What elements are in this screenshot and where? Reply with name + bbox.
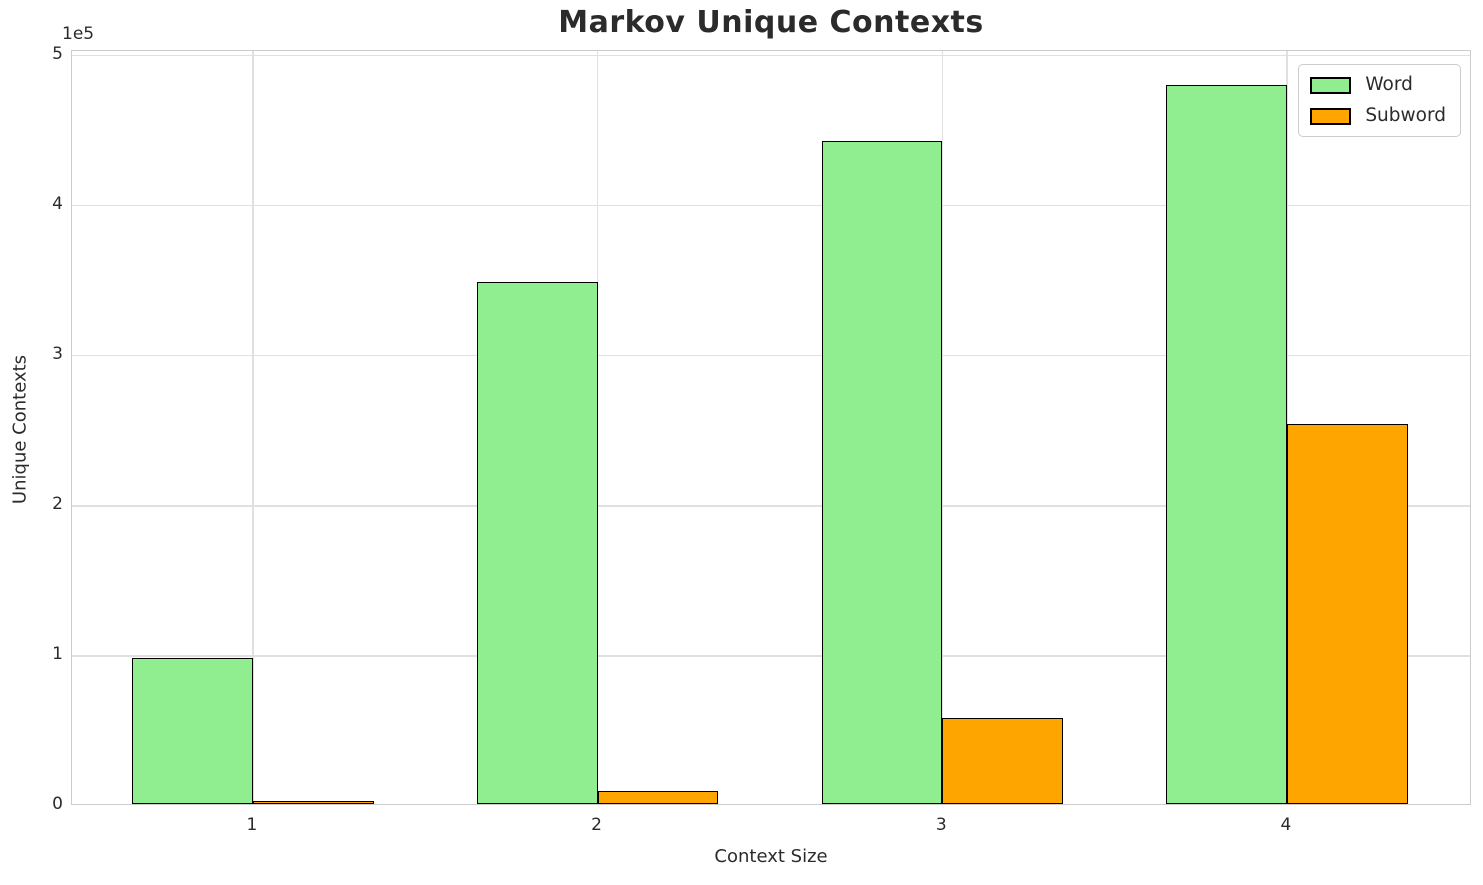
bar-word-4 [1166,85,1287,804]
bar-word-3 [821,140,943,804]
legend-entry-subword: Subword [1310,105,1446,127]
bar-subword-1 [252,801,374,804]
horizontal-gridline [72,505,1470,507]
legend-label-subword: Subword [1365,105,1446,127]
y-tick-label: 4 [52,193,63,214]
bar-subword-4 [1286,424,1408,804]
vertical-gridline [596,51,599,804]
y-axis-offset-label: 1e5 [62,24,95,44]
legend-entry-word: Word [1310,74,1446,96]
vertical-gridline [941,51,943,804]
chart-title: Markov Unique Contexts [558,5,984,40]
y-tick-label: 1 [52,643,63,664]
y-tick-label: 3 [52,343,63,364]
x-axis-label: Context Size [714,846,828,867]
bar-subword-2 [597,791,719,804]
x-tick-label: 3 [935,815,947,835]
vertical-gridline [252,51,254,804]
y-tick-label: 2 [52,493,63,514]
y-axis-label: Unique Contexts [9,354,31,505]
bar-word-1 [132,658,253,804]
horizontal-gridline [72,204,1470,207]
word-series-swatch-icon [1310,76,1352,94]
subword-series-swatch-icon [1310,107,1352,125]
x-tick-label: 4 [1280,815,1292,835]
y-tick-label: 5 [52,43,63,64]
bar-subword-3 [942,718,1063,804]
x-tick-label: 1 [246,815,258,835]
y-tick-label: 0 [52,794,63,814]
horizontal-gridline [72,54,1470,57]
bar-word-2 [476,281,598,804]
horizontal-gridline [72,354,1470,357]
plot-area: Word Subword [71,50,1471,805]
legend-label-word: Word [1365,74,1413,95]
horizontal-gridline [72,655,1470,657]
legend: Word Subword [1298,64,1461,138]
x-tick-label: 2 [591,815,602,835]
